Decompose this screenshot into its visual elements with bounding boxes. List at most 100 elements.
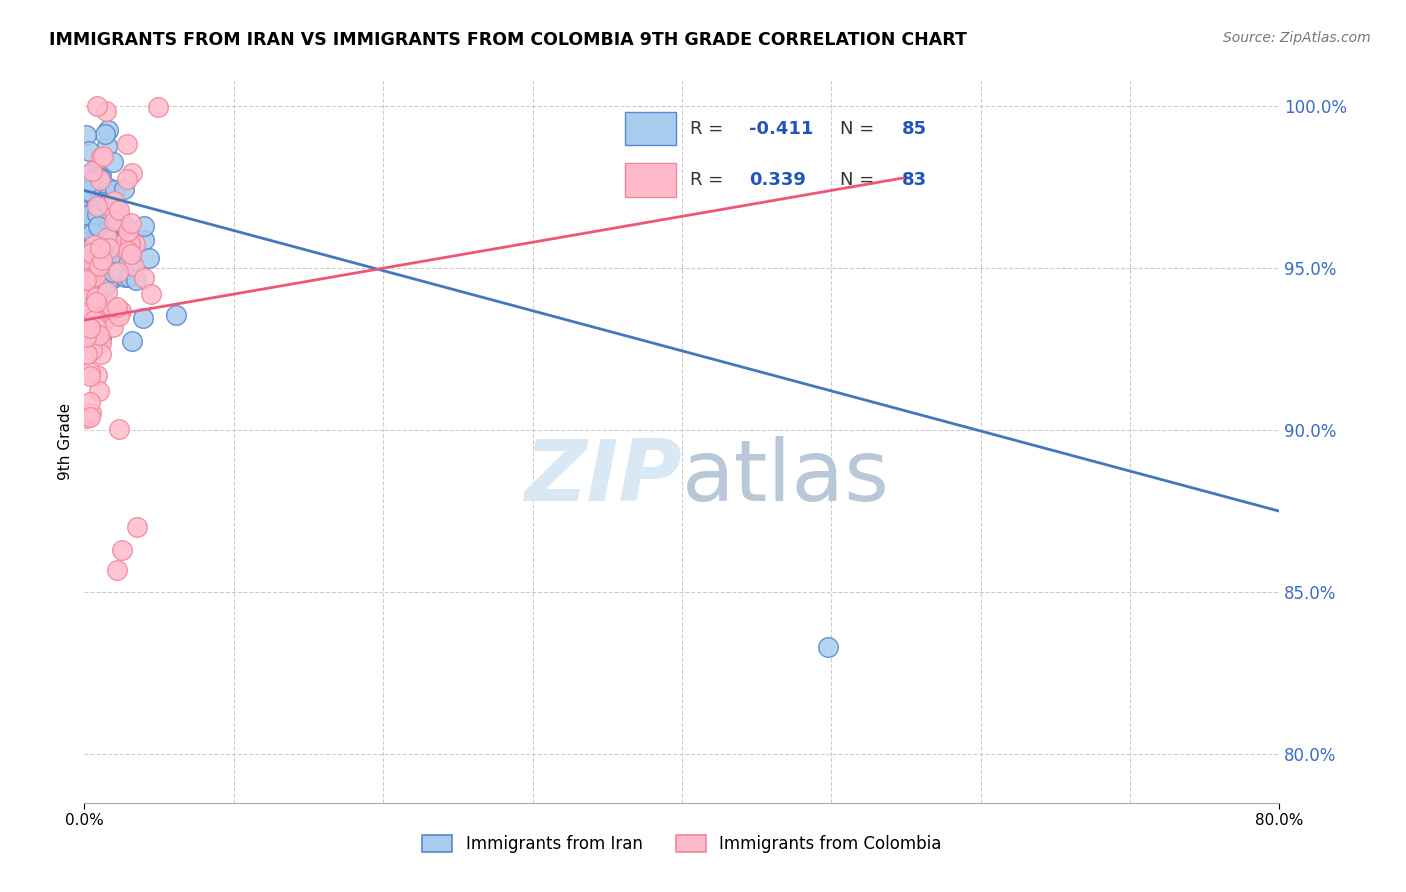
Point [112,182,135,196]
Point [79,184,101,198]
Point [103,195,125,210]
Point [87,244,110,259]
Point [77,144,100,158]
Point [103,320,125,334]
Point [75,250,97,264]
Point [90,331,112,345]
Point [104,183,127,197]
Point [93,280,115,294]
Point [86,368,108,382]
Point [82,226,104,240]
Point [87,219,110,233]
Point [101,154,124,169]
Point [80,207,103,221]
Point [79,365,101,379]
Point [817,640,839,655]
Point [82,268,104,282]
Point [86,99,108,113]
Point [75,240,97,254]
Point [117,269,139,284]
Point [103,214,125,228]
Point [96,277,118,291]
Point [76,168,98,182]
Point [91,271,114,285]
Point [96,285,118,299]
Point [80,326,103,341]
Point [125,272,148,286]
Point [112,242,135,256]
Point [117,172,139,186]
Point [77,287,100,301]
Point [98,260,121,274]
Text: ZIP: ZIP [524,436,682,519]
Point [76,347,98,361]
Point [100,299,122,313]
Point [110,221,132,235]
Point [82,257,104,271]
Point [90,168,112,182]
Point [107,265,129,279]
Point [96,139,118,153]
Text: Source: ZipAtlas.com: Source: ZipAtlas.com [1223,31,1371,45]
Point [79,394,101,409]
Point [94,103,117,118]
Point [75,410,97,425]
Point [89,171,111,186]
Point [134,270,156,285]
Point [94,313,117,327]
Point [98,241,121,255]
Point [83,238,105,252]
Point [77,238,100,252]
Point [101,265,124,279]
Point [84,320,107,334]
Point [83,313,105,327]
Point [108,211,131,225]
Point [107,203,129,218]
Point [82,164,104,178]
Point [90,222,112,236]
Point [75,199,97,213]
Point [91,195,114,210]
Point [96,310,118,324]
Point [103,264,125,278]
Point [76,307,98,321]
Point [86,199,108,213]
Point [100,199,122,213]
Point [90,253,112,268]
Point [107,252,129,267]
Point [75,194,97,209]
Point [87,328,110,343]
Point [134,233,156,247]
Point [75,321,97,335]
Point [86,237,108,252]
Point [97,230,120,244]
Point [79,368,101,383]
Point [90,335,112,350]
Point [84,269,107,284]
Point [117,257,139,271]
Point [146,100,169,114]
Y-axis label: 9th Grade: 9th Grade [58,403,73,480]
Point [86,256,108,270]
Point [122,259,145,273]
Point [96,196,118,211]
Point [77,276,100,290]
Point [124,236,146,251]
Text: atlas: atlas [682,436,890,519]
Point [108,422,131,436]
Point [103,194,125,209]
Point [165,308,187,322]
Point [120,235,142,250]
Point [75,271,97,285]
Point [80,322,103,336]
Point [80,166,103,180]
Point [79,320,101,334]
Point [96,231,118,245]
Point [96,186,118,200]
Point [107,309,129,323]
Point [87,384,110,398]
Point [80,245,103,260]
Point [86,207,108,221]
Point [86,292,108,306]
Point [77,267,100,281]
